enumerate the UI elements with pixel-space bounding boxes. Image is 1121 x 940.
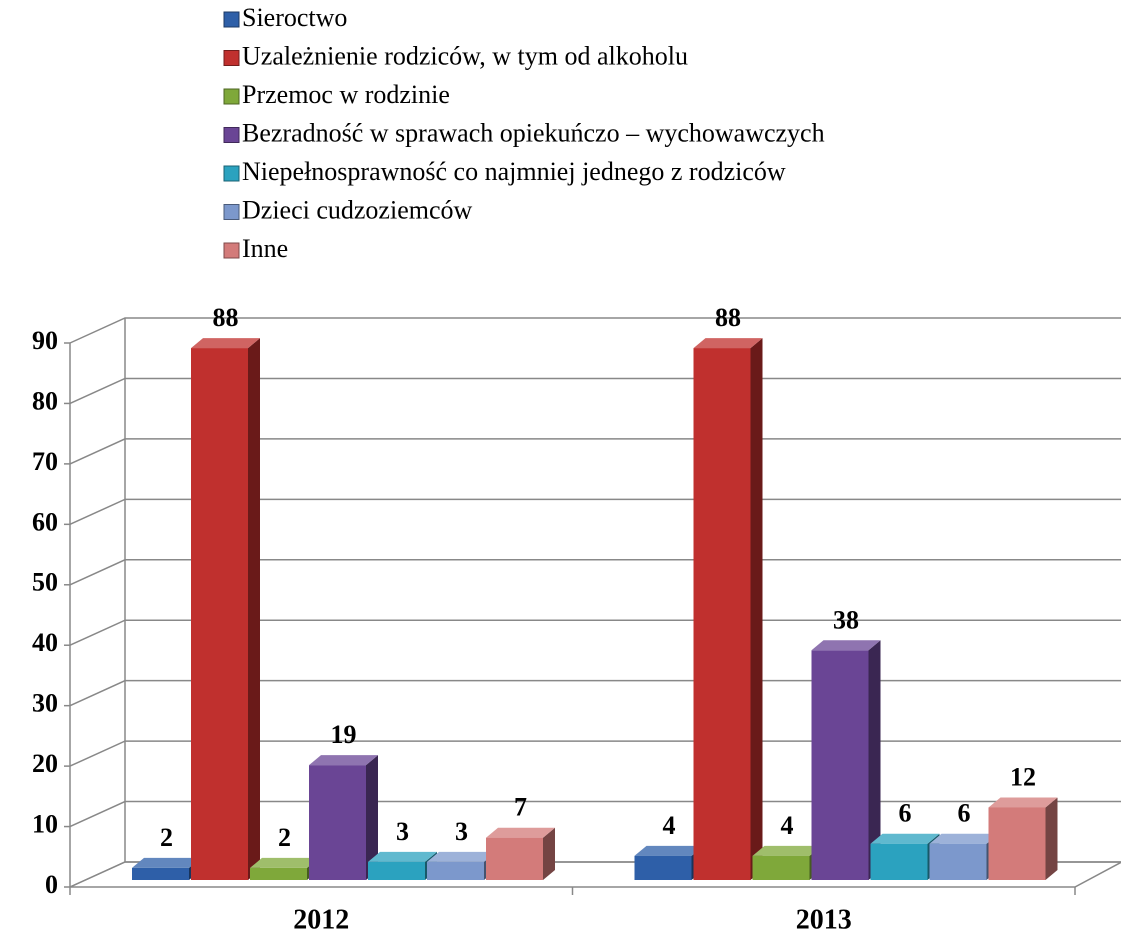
bar-top [132, 857, 201, 868]
data-label: 6 [899, 799, 912, 828]
legend-swatch [223, 11, 240, 28]
bar-top [634, 845, 704, 856]
data-label: 19 [331, 720, 357, 749]
legend-label: Bezradność w sprawach opiekuńczo – wycho… [242, 118, 825, 147]
legend-swatch [223, 165, 240, 182]
y-tick-label: 70 [32, 447, 58, 476]
grid-line [69, 377, 1121, 405]
data-label: 12 [1010, 762, 1036, 791]
bar [309, 765, 366, 880]
y-tick-label: 80 [32, 386, 58, 415]
legend-label: Sieroctwo [242, 3, 347, 32]
bar-top [427, 851, 496, 862]
bar-top [250, 857, 319, 868]
bar [368, 861, 425, 880]
y-tick-label: 0 [45, 870, 58, 899]
grid-line [69, 438, 1121, 465]
y-tick-label: 50 [32, 568, 58, 597]
data-label: 2 [160, 823, 173, 852]
y-tick-label: 30 [32, 689, 58, 718]
bar [634, 855, 692, 880]
grid-line [69, 800, 1121, 828]
data-label: 4 [663, 811, 676, 840]
bar-top [693, 338, 763, 349]
bar [427, 861, 484, 880]
bar [929, 843, 987, 880]
bar [870, 843, 928, 880]
y-tick-label: 90 [32, 326, 58, 355]
legend-label: Uzależnienie rodziców, w tym od alkoholu [242, 41, 688, 70]
bar-top [929, 833, 999, 844]
bar [811, 650, 869, 880]
data-label: 38 [833, 605, 859, 634]
grid-line [69, 317, 1121, 344]
grid-line [69, 559, 1121, 586]
legend-label: Dzieci cudzoziemców [242, 195, 472, 224]
bar-side [1045, 797, 1058, 880]
bar-side [248, 338, 260, 881]
bar-side [366, 755, 378, 880]
y-tick-label: 40 [32, 628, 58, 657]
data-label: 88 [213, 303, 239, 332]
data-label: 2 [278, 823, 291, 852]
data-label: 4 [781, 811, 794, 840]
grid-line [69, 679, 1121, 707]
data-label: 3 [396, 817, 409, 846]
y-tick-label: 10 [32, 810, 58, 839]
legend-swatch [223, 88, 240, 105]
data-label: 6 [958, 799, 971, 828]
bar [132, 867, 189, 880]
data-label: 88 [715, 303, 741, 332]
bar [693, 348, 751, 881]
legend-label: Przemoc w rodzinie [242, 80, 450, 109]
grid-line [69, 619, 1121, 646]
bar-side [868, 640, 881, 880]
bar-side [750, 338, 763, 881]
bar [191, 348, 248, 881]
bar-top [988, 797, 1058, 808]
data-label: 7 [514, 793, 527, 822]
bar [250, 867, 307, 880]
bar [988, 807, 1046, 880]
x-tick-label: 2013 [796, 904, 852, 935]
bar-top [309, 755, 378, 766]
bar-top [870, 833, 940, 844]
data-label: 3 [455, 817, 468, 846]
bar-top [752, 845, 822, 856]
legend-swatch [223, 204, 240, 220]
legend-label: Inne [242, 234, 288, 263]
grid-line [69, 498, 1121, 526]
legend-label: Niepełnosprawność co najmniej jednego z … [242, 157, 786, 186]
y-tick-label: 20 [32, 749, 58, 778]
bar-top [368, 851, 437, 862]
bar [752, 855, 810, 880]
bar-top [191, 338, 260, 349]
legend-swatch [223, 242, 240, 259]
bar-top [811, 640, 881, 651]
legend-swatch [223, 127, 240, 143]
grid-line [69, 740, 1121, 767]
y-tick-label: 60 [32, 507, 58, 536]
bar-side [543, 827, 555, 880]
legend-swatch [223, 50, 240, 66]
x-tick-label: 2012 [293, 904, 349, 935]
bar-top [486, 827, 555, 838]
bar [486, 837, 543, 880]
